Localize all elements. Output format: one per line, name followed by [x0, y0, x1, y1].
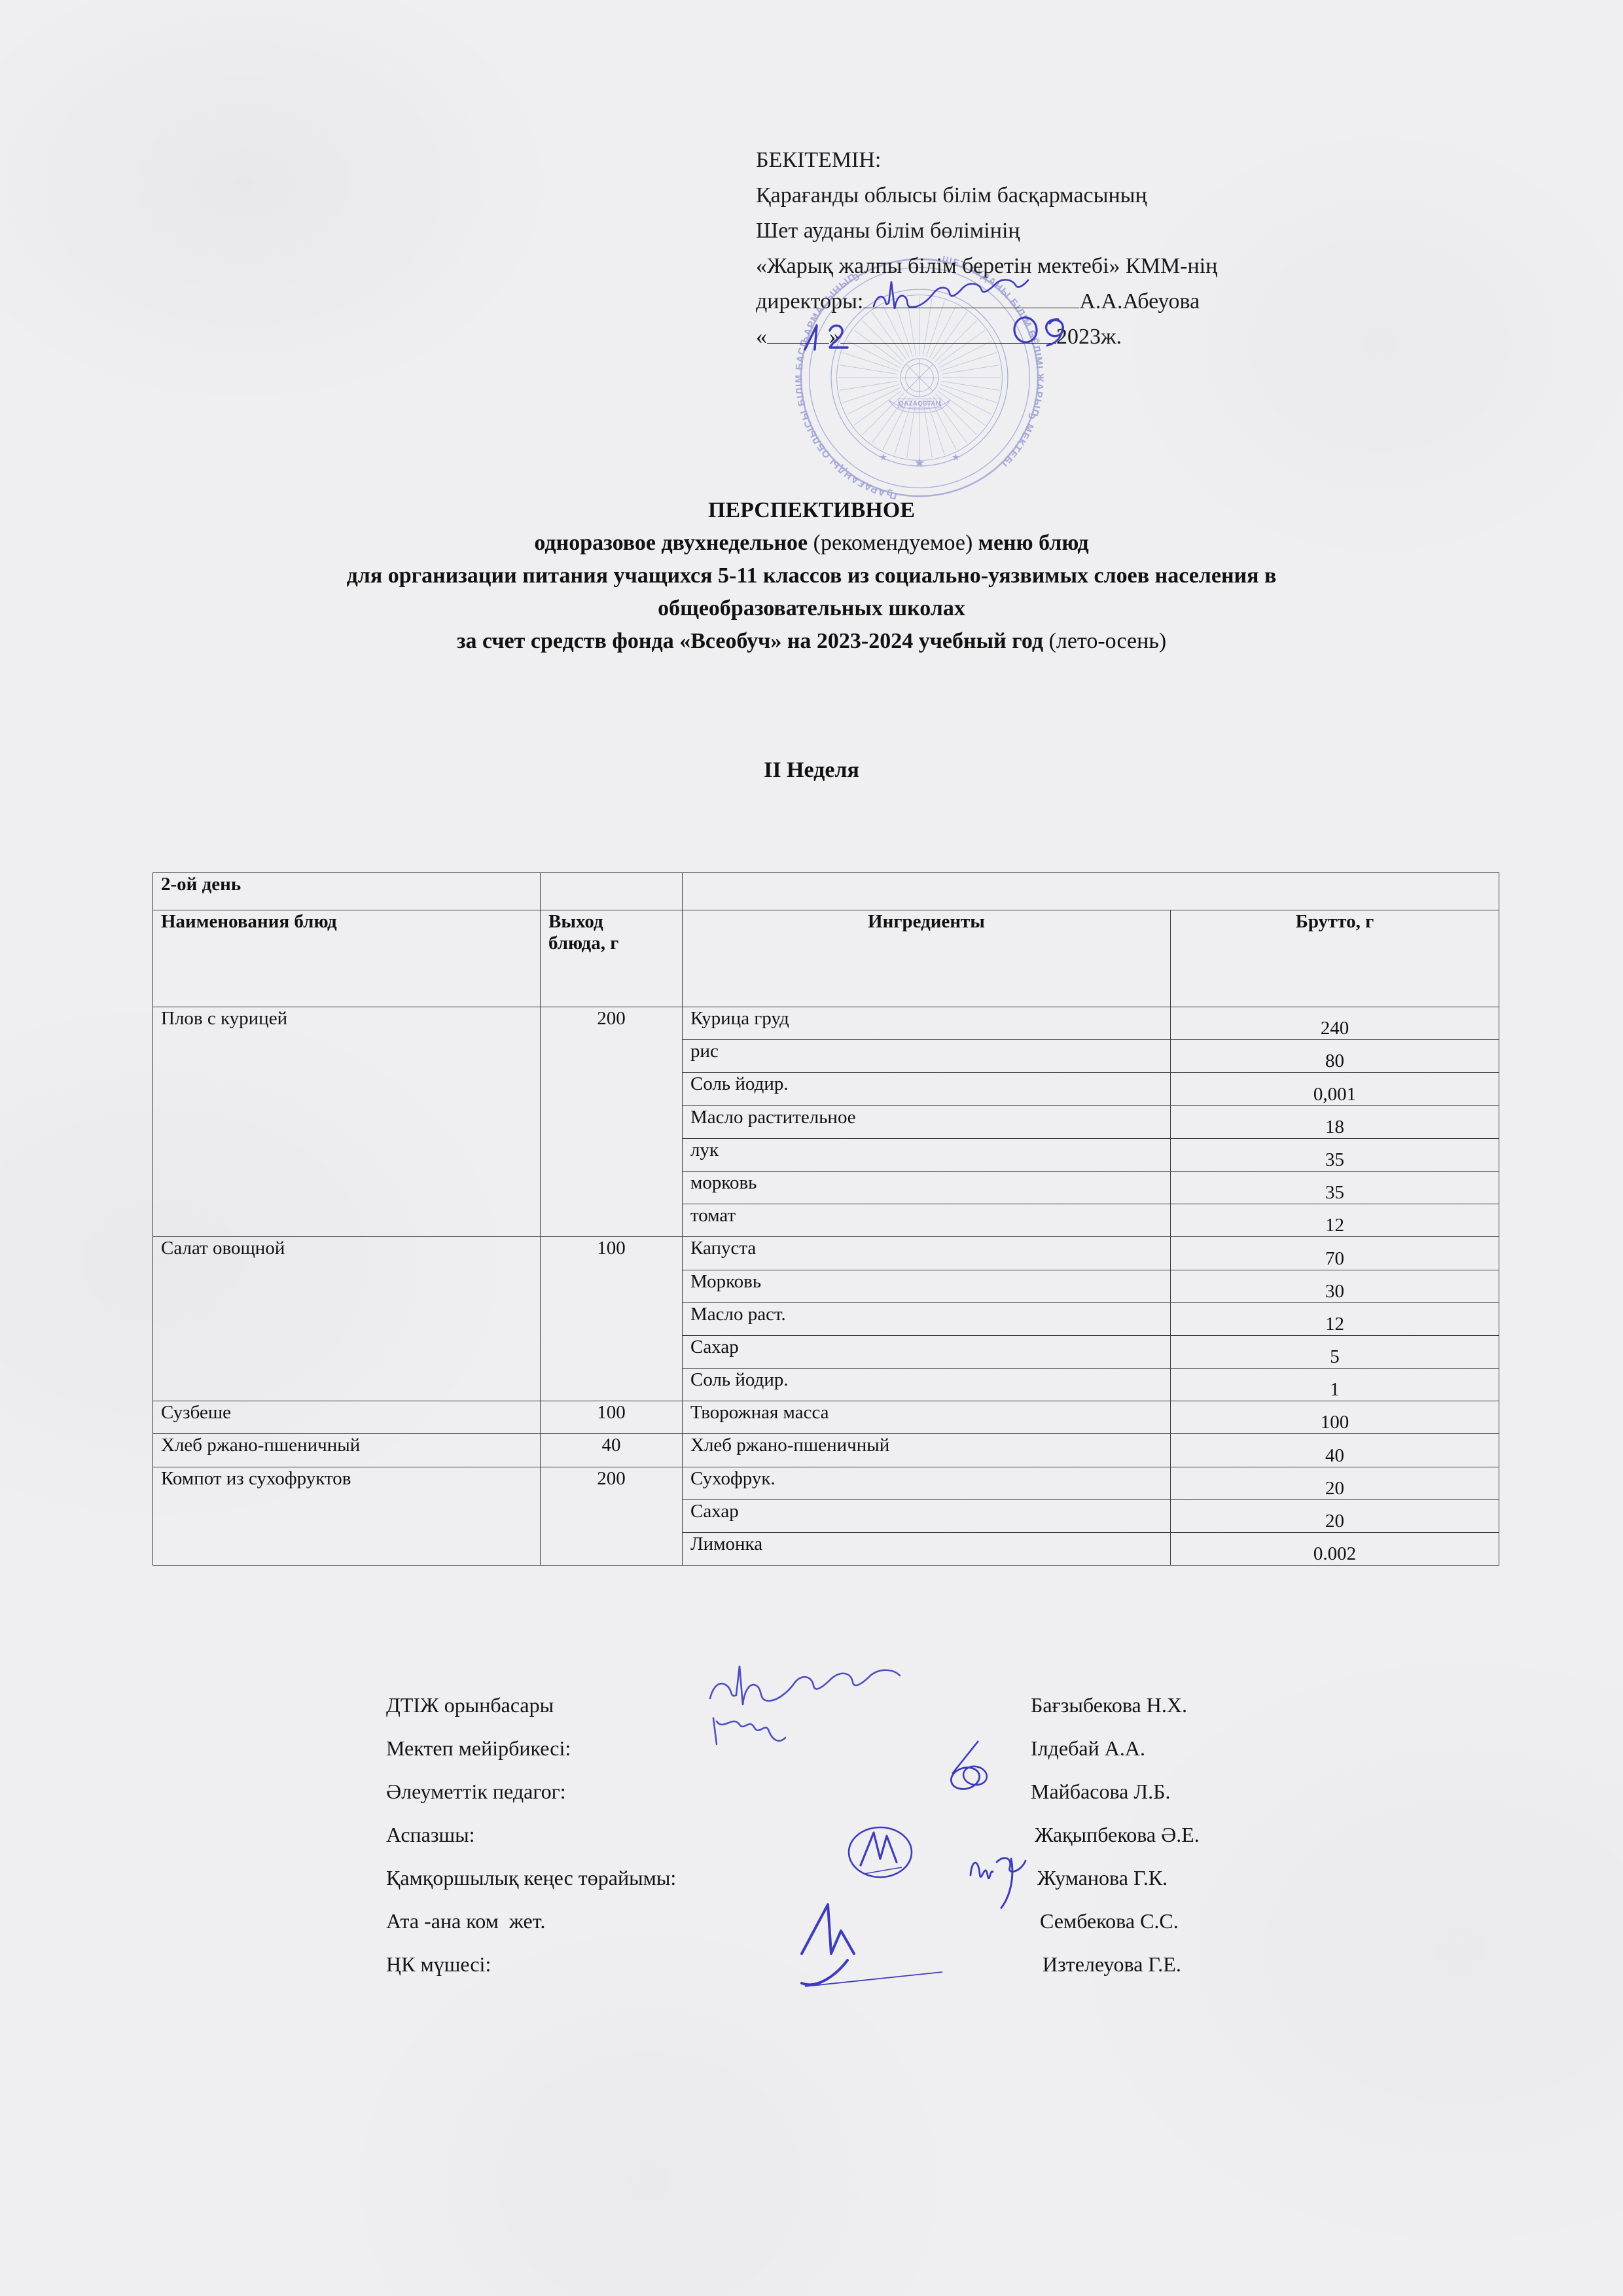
svg-text:★: ★ — [952, 452, 960, 463]
svg-text:★: ★ — [879, 452, 887, 463]
svg-text:QAZAQSTAN: QAZAQSTAN — [899, 401, 940, 408]
svg-text:★: ★ — [914, 457, 925, 471]
